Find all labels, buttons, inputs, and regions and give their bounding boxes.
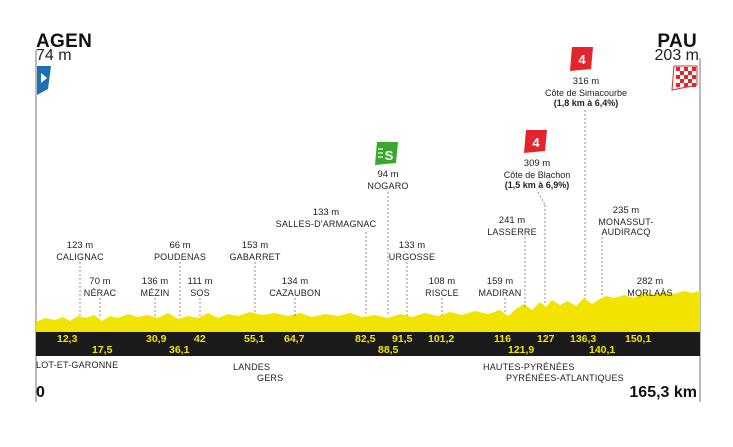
climb-category-icon: 4: [524, 130, 547, 153]
waypoint-label: 309 m Côte de Blachon (1,5 km à 6,9%): [503, 158, 571, 190]
km-marker: 127: [537, 333, 555, 345]
km-marker: 55,1: [244, 333, 265, 345]
waypoint-label: 153 m GABARRET: [229, 240, 281, 262]
waypoint-label: 316 m Côte de Simacourbe (1,8 km à 6,4%): [544, 76, 628, 108]
km-marker: 140,1: [589, 344, 616, 356]
region-label: LANDES: [233, 362, 271, 372]
waypoint-label: 66 m POUDENAS: [153, 240, 207, 262]
waypoint-label: 136 m MÉZIN: [140, 276, 170, 298]
waypoint-label: 159 m MADIRAN: [478, 276, 522, 298]
waypoint-label: 111 m SOS: [187, 276, 213, 298]
waypoint-label: 94 m NOGARO: [367, 169, 409, 191]
km-marker: 64,7: [284, 333, 305, 345]
sprint-icon: S: [375, 142, 398, 165]
km-marker: 36,1: [169, 344, 190, 356]
climb-badge-label: 4: [532, 135, 540, 150]
distance-band: [36, 332, 700, 356]
finish-town-name: PAU: [657, 31, 697, 52]
region-label: PYRÉNÉES-ATLANTIQUES: [506, 373, 624, 383]
region-label: GERS: [257, 373, 284, 383]
km-marker: 136,3: [570, 333, 597, 345]
region-label: LOT-ET-GARONNE: [36, 360, 119, 370]
km-marker: 91,5: [392, 333, 413, 345]
km-marker: 82,5: [355, 333, 376, 345]
start-flag-icon: [37, 66, 51, 95]
climb-badge-label: 4: [578, 52, 586, 67]
waypoint-label: 282 m MORLAÀS: [627, 276, 673, 298]
waypoint-label: 241 m LASSERRE: [487, 215, 537, 237]
finish-flag-icon: [671, 65, 698, 91]
km-marker: 30,9: [146, 333, 167, 345]
km-marker: 42: [194, 333, 206, 345]
start-distance: 0: [36, 384, 45, 401]
waypoint-label: 108 m RISCLE: [425, 276, 459, 298]
start-town-name: AGEN: [36, 31, 93, 52]
finish-altitude: 203 m: [654, 47, 699, 64]
km-marker: 121,9: [508, 344, 535, 356]
km-marker: 150,1: [625, 333, 652, 345]
sprint-badge-label: S: [385, 148, 394, 163]
waypoint-label: 70 m NÉRAC: [83, 276, 117, 298]
elevation-profile: [36, 291, 700, 332]
waypoint-guides: [79, 110, 641, 318]
total-distance: 165,3 km: [629, 384, 697, 401]
waypoint-label: 133 m URGOSSE: [388, 240, 436, 262]
region-label: HAUTES-PYRÉNÉES: [483, 362, 575, 372]
km-marker: 101,2: [428, 333, 455, 345]
km-marker: 116: [494, 333, 511, 345]
km-marker: 88,5: [378, 344, 399, 356]
waypoint-label: 133 m SALLES-D'ARMAGNAC: [275, 207, 377, 229]
km-marker: 17,5: [92, 344, 113, 356]
waypoint-label: 134 m CAZAUBON: [269, 276, 321, 298]
waypoint-label: 123 m CALIGNAC: [56, 240, 104, 262]
start-altitude: 74 m: [36, 47, 72, 64]
km-marker: 12,3: [57, 333, 78, 345]
waypoint-label: 235 m MONASSUT-AUDIRACQ: [598, 205, 654, 237]
climb-category-icon: 4: [570, 47, 593, 71]
